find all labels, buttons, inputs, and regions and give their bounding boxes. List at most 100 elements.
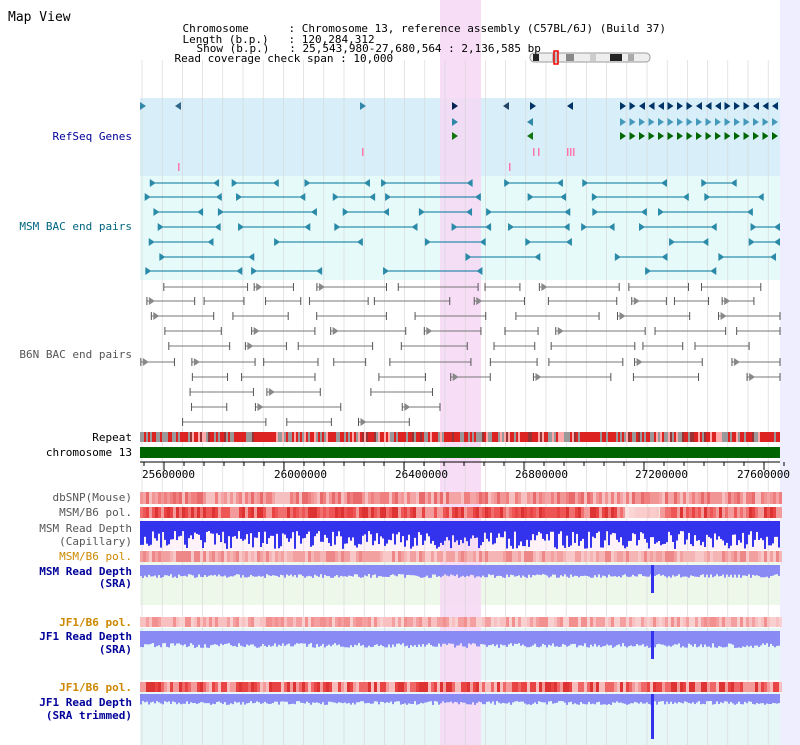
depth-bar — [444, 631, 446, 644]
heat-cell — [683, 617, 686, 627]
depth-bar — [366, 631, 368, 648]
depth-bar — [412, 565, 414, 576]
depth-bar — [166, 694, 168, 703]
depth-bar — [580, 565, 582, 576]
heat-cell — [263, 617, 266, 627]
heat-cell — [773, 551, 776, 562]
track-label-jf1-b6-pol[interactable]: JF1/B6 pol. — [59, 616, 132, 629]
depth-bar — [240, 631, 242, 646]
depth-bar — [482, 631, 484, 645]
heat-cell — [710, 492, 713, 504]
gene-glyph — [193, 358, 200, 366]
heat-cell — [368, 507, 371, 518]
track-label-jf1-depth-trimmed[interactable]: JF1 Read Depth — [39, 696, 132, 709]
heat-cell — [275, 492, 278, 504]
heat-cell — [221, 617, 224, 627]
ideogram-position-marker — [553, 50, 559, 65]
track-label-dbsnp[interactable]: dbSNP(Mouse) — [52, 491, 132, 504]
depth-bar — [318, 521, 320, 532]
depth-bar — [250, 694, 252, 702]
repeat-mark — [290, 432, 292, 442]
depth-bar — [454, 521, 456, 543]
heat-cell — [467, 617, 470, 627]
repeat-mark — [722, 432, 724, 442]
heat-cell — [566, 682, 569, 692]
depth-bar — [202, 565, 204, 578]
depth-bar — [690, 694, 692, 704]
depth-bar — [280, 565, 282, 575]
depth-bar — [488, 565, 490, 575]
heat-cell — [326, 617, 329, 627]
heat-cell — [446, 507, 449, 518]
depth-bar — [522, 694, 524, 702]
depth-bar — [722, 521, 724, 541]
gene-glyph — [620, 102, 626, 110]
heat-cell — [557, 682, 560, 692]
depth-bar — [660, 565, 662, 576]
track-label-msm-depth-capillary[interactable]: MSM Read Depth — [39, 522, 132, 535]
depth-bar — [302, 694, 304, 703]
track-label-repeat[interactable]: Repeat — [92, 431, 132, 444]
heat-cell — [401, 507, 404, 518]
depth-bar — [590, 565, 592, 578]
depth-bar — [236, 631, 238, 647]
depth-bar — [482, 565, 484, 576]
repeat-mark — [534, 432, 536, 442]
heat-cell — [764, 682, 767, 692]
depth-bar — [504, 521, 506, 532]
track-label-msm-b6-pol-2[interactable]: MSM/B6 pol. — [59, 550, 132, 563]
depth-bar — [666, 631, 668, 647]
track-label-b6n-bac[interactable]: B6N BAC end pairs — [19, 348, 132, 361]
heat-cell — [359, 551, 362, 562]
chromosome-label: Chromosome — [182, 22, 249, 35]
heat-cell — [512, 507, 515, 518]
heat-cell — [224, 617, 227, 627]
track-label-msm-b6-pol[interactable]: MSM/B6 pol. — [59, 506, 132, 519]
heat-cell — [761, 551, 764, 562]
depth-bar — [292, 694, 294, 704]
depth-bar — [476, 565, 478, 577]
heat-cell — [542, 617, 545, 627]
track-label-jf1-depth-sra[interactable]: JF1 Read Depth — [39, 630, 132, 643]
depth-bar — [638, 631, 640, 646]
depth-bar — [548, 565, 550, 578]
heat-cell — [272, 492, 275, 504]
heat-cell — [674, 492, 677, 504]
heat-cell — [737, 551, 740, 562]
heat-cell — [314, 507, 317, 518]
heat-cell — [419, 617, 422, 627]
depth-bar — [288, 631, 290, 644]
heat-cell — [251, 507, 254, 518]
track-label-jf1-b6-pol-2[interactable]: JF1/B6 pol. — [59, 681, 132, 694]
heat-cell — [176, 682, 179, 692]
heat-cell — [608, 682, 611, 692]
depth-bar — [756, 631, 758, 646]
heat-cell — [281, 617, 284, 627]
heat-cell — [650, 492, 653, 504]
depth-bar — [188, 565, 190, 575]
gene-glyph — [238, 223, 245, 231]
depth-bar — [586, 521, 588, 549]
track-label-msm-depth-sra[interactable]: MSM Read Depth — [39, 565, 132, 578]
depth-bar — [430, 631, 432, 645]
track-label-refseq[interactable]: RefSeq Genes — [52, 130, 132, 143]
gene-glyph — [157, 223, 164, 231]
heat-cell — [557, 492, 560, 504]
repeat-mark — [212, 432, 214, 442]
depth-bar — [168, 565, 170, 577]
heat-cell — [755, 507, 758, 518]
heat-cell — [659, 492, 662, 504]
heat-cell — [692, 682, 695, 692]
depth-bar — [606, 631, 608, 645]
heat-cell — [398, 551, 401, 562]
track-label-msm-bac[interactable]: MSM BAC end pairs — [19, 220, 132, 233]
depth-bar — [490, 565, 492, 576]
track-label-chromosome[interactable]: chromosome 13 — [45, 446, 132, 459]
heat-cell — [764, 551, 767, 562]
depth-bar — [208, 565, 210, 576]
heat-cell — [275, 682, 278, 692]
heat-cell — [218, 551, 221, 562]
heat-cell — [743, 492, 746, 504]
heat-cell — [695, 551, 698, 562]
